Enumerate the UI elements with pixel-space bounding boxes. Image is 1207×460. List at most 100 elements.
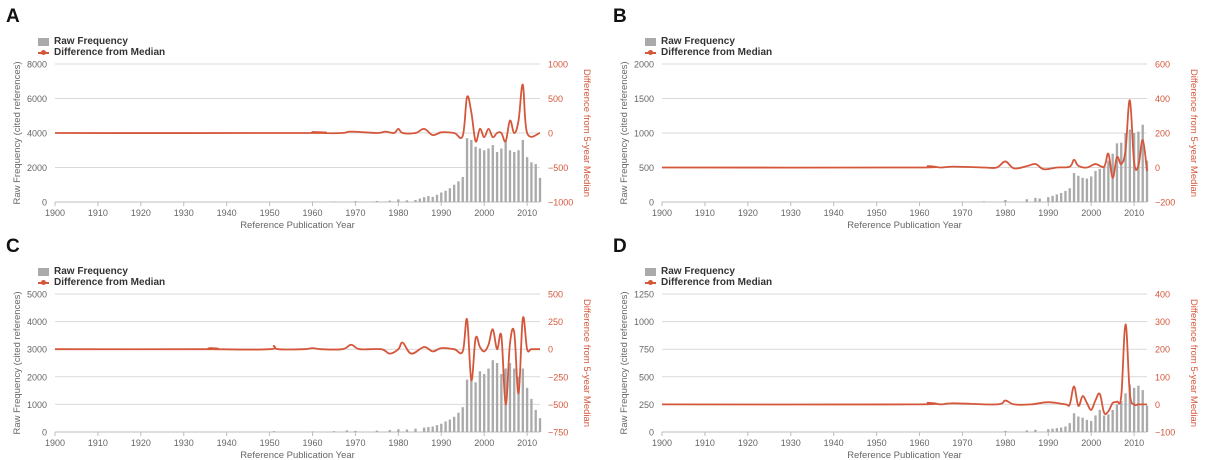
bar <box>1090 420 1093 432</box>
x-tick-label: 2000 <box>474 438 494 448</box>
bar <box>500 148 503 202</box>
bar <box>448 419 452 432</box>
bar <box>1059 427 1063 432</box>
legend-label: Raw Frequency <box>661 36 735 47</box>
bar <box>1115 143 1119 202</box>
bar <box>508 150 512 202</box>
x-axis-title: Reference Publication Year <box>240 450 355 460</box>
x-tick-label: 1990 <box>431 208 451 218</box>
bar <box>483 150 486 202</box>
bar <box>465 138 469 202</box>
bar <box>397 199 400 202</box>
bar <box>418 198 421 202</box>
bar <box>1128 384 1131 432</box>
bar <box>538 418 542 432</box>
bar <box>470 139 473 202</box>
x-tick-label: 1940 <box>217 208 237 218</box>
bar <box>1051 195 1054 202</box>
panel-letter: A <box>6 6 20 27</box>
legend-bar-swatch <box>38 267 49 276</box>
bar <box>982 201 986 202</box>
bar <box>1055 428 1059 432</box>
y-right-tick-label: −200 <box>1155 198 1175 208</box>
y-right-tick-label: 0 <box>548 345 553 355</box>
y-right-axis-title: Difference from 5-year Median <box>1188 299 1199 427</box>
bar-series <box>272 360 542 432</box>
bar <box>1128 129 1131 202</box>
bar <box>1034 429 1037 432</box>
bar <box>491 360 494 432</box>
x-tick-label: 1910 <box>695 438 715 448</box>
x-tick-label: 1970 <box>952 208 972 218</box>
y-right-tick-label: 0 <box>1155 163 1160 173</box>
legend-item: Difference from Median <box>38 47 165 58</box>
y-right-tick-label: 0 <box>1155 400 1160 410</box>
x-tick-label: 1900 <box>652 438 672 448</box>
chart-panel-b: B Raw Frequency Difference from Median 0 500… <box>607 0 1207 231</box>
bar <box>521 368 524 432</box>
y-left-axis-title: Raw Frequency (cited references) <box>619 291 630 434</box>
bar <box>1047 429 1050 432</box>
y-right-tick-label: 300 <box>1155 317 1170 327</box>
x-axis-title: Reference Publication Year <box>240 220 355 231</box>
bar <box>525 387 529 432</box>
x-tick-label: 1970 <box>952 438 972 448</box>
bar <box>1085 419 1089 432</box>
bar <box>487 368 490 432</box>
bar <box>354 430 357 432</box>
panel-letter: B <box>613 6 627 27</box>
panel-letter: D <box>613 236 627 257</box>
x-tick-label: 1940 <box>217 438 237 448</box>
bar <box>1004 199 1007 202</box>
chart-svg: 0 2000 4000 6000 8000 −1000 −500 0 500 1000 1900 19… <box>12 60 592 232</box>
bar <box>1072 413 1076 432</box>
legend-item: Raw Frequency <box>38 266 165 277</box>
gridlines <box>662 293 1147 433</box>
x-tick-label: 1980 <box>388 208 408 218</box>
y-left-tick-label: 4000 <box>27 317 47 327</box>
legend-label: Raw Frequency <box>661 266 735 277</box>
x-tick-label: 1910 <box>88 438 108 448</box>
bar <box>1081 177 1084 202</box>
bar <box>1085 178 1089 202</box>
bar <box>495 151 499 202</box>
bar-series <box>311 138 542 203</box>
x-tick-label: 1950 <box>867 438 887 448</box>
y-left-axis-title: Raw Frequency (cited references) <box>619 61 630 204</box>
bar <box>495 363 499 432</box>
bar <box>491 145 494 202</box>
y-left-tick-label: 1000 <box>634 317 654 327</box>
bar <box>1055 194 1059 202</box>
y-left-tick-label: 1250 <box>634 290 654 300</box>
legend-bar-swatch <box>38 37 49 46</box>
bar <box>1004 430 1007 432</box>
bar <box>1094 170 1097 202</box>
bar <box>1132 133 1136 202</box>
chart-legend: Raw Frequency Difference from Median <box>38 266 165 288</box>
bar <box>1107 414 1110 432</box>
x-tick-label: 1990 <box>1038 208 1058 218</box>
bar <box>1120 401 1123 432</box>
bar <box>470 376 473 432</box>
y-right-tick-label: −1000 <box>548 198 573 208</box>
bar <box>435 425 439 432</box>
x-tick-label: 1930 <box>781 208 801 218</box>
bar <box>1115 404 1119 432</box>
bar <box>1145 160 1149 202</box>
bar <box>1064 426 1067 432</box>
bar <box>1034 197 1037 202</box>
bar <box>1068 188 1071 202</box>
x-axis-title: Reference Publication Year <box>847 220 962 231</box>
x-axis-title: Reference Publication Year <box>847 450 962 460</box>
difference-line <box>661 323 1147 415</box>
x-tick-label: 1950 <box>260 438 280 448</box>
chart-legend: Raw Frequency Difference from Median <box>645 36 772 58</box>
bar <box>272 431 276 432</box>
y-right-tick-label: 100 <box>1155 372 1170 382</box>
y-right-tick-label: 500 <box>548 290 563 300</box>
bar <box>1077 416 1080 432</box>
chart-svg: 0 1000 2000 3000 4000 5000 −750 −500 −250 0 250 500… <box>12 290 592 460</box>
bar <box>414 199 417 202</box>
y-left-tick-label: 5000 <box>27 290 47 300</box>
